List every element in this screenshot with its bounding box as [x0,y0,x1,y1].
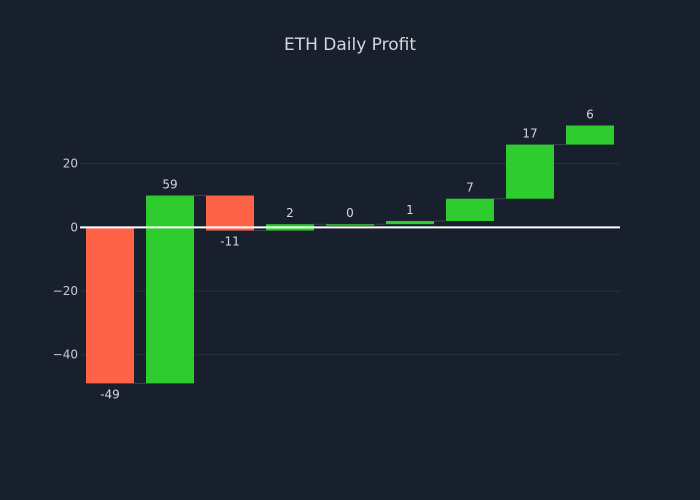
data-label: 2 [286,206,294,220]
chart-title: ETH Daily Profit [284,35,416,55]
waterfall-bar [386,220,434,225]
data-label: -11 [220,235,240,249]
data-label: 59 [162,178,177,192]
data-label: 1 [406,203,414,217]
data-label: -49 [100,387,120,401]
bar-layer [86,125,614,384]
y-tick-label: −40 [53,348,78,362]
connector-layer [134,144,566,384]
waterfall-bar [566,125,614,145]
waterfall-bar [206,195,254,231]
data-label: 17 [522,127,537,141]
waterfall-bar [506,144,554,199]
y-tick-label: 20 [63,157,78,171]
waterfall-bar [86,227,134,384]
data-label: 0 [346,206,354,220]
data-label: 7 [466,181,474,195]
waterfall-bar [326,224,374,226]
y-tick-label: −20 [53,284,78,298]
y-tick-layer: 20 0 −20 −40 [53,157,78,362]
waterfall-bar [446,198,494,221]
y-tick-label: 0 [70,220,78,234]
data-label: 6 [586,107,594,121]
waterfall-bar [146,195,194,384]
